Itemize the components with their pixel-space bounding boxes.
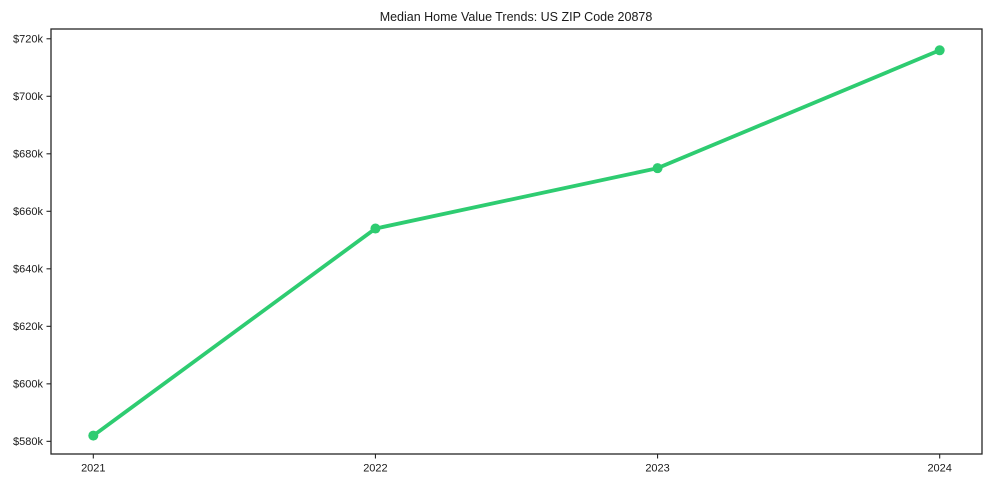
x-tick-label: 2021 bbox=[81, 463, 105, 475]
plot-area: $580k $600k $620k $640k $660k $680k $700k $720k… bbox=[13, 28, 983, 475]
y-tick-label: $680k bbox=[13, 149, 43, 161]
y-tick-label: $660k bbox=[13, 206, 43, 218]
y-tick-label: $580k bbox=[13, 436, 43, 448]
data-point-2022 bbox=[370, 223, 381, 234]
plot-border bbox=[50, 28, 983, 455]
y-tick-label: $700k bbox=[13, 91, 43, 103]
trend-line bbox=[91, 48, 942, 438]
data-point-2021 bbox=[88, 430, 99, 441]
y-tick-label: $620k bbox=[13, 321, 43, 333]
x-tick-label: 2023 bbox=[645, 463, 669, 475]
data-point-2024 bbox=[934, 45, 945, 56]
x-tick-label: 2024 bbox=[927, 463, 951, 475]
y-tick-label: $640k bbox=[13, 264, 43, 276]
y-tick-label: $720k bbox=[13, 34, 43, 46]
y-tick-label: $600k bbox=[13, 379, 43, 391]
chart-title: Median Home Value Trends: US ZIP Code 20… bbox=[380, 10, 653, 24]
x-tick-label: 2022 bbox=[363, 463, 387, 475]
data-point-2023 bbox=[652, 163, 663, 174]
